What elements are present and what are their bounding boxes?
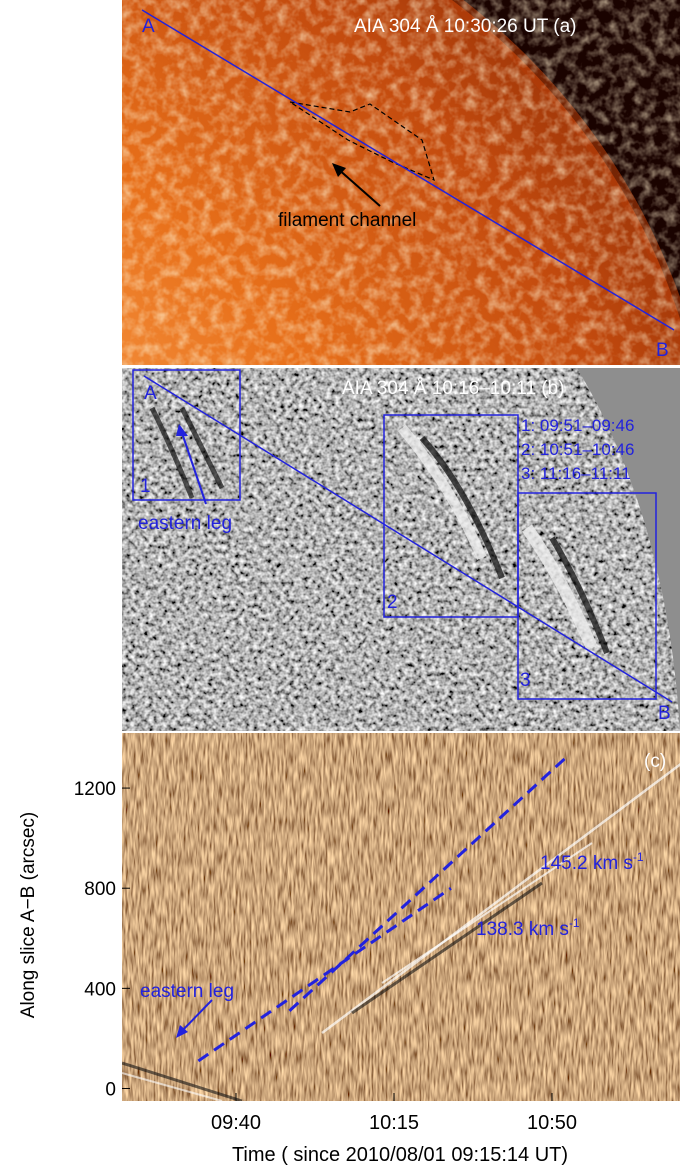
panel-a-title: AIA 304 Å 10:30:26 UT (a) (354, 16, 577, 37)
panel-a-svg: filament channel A B AIA 304 Å 10:30:26 … (122, 0, 680, 365)
fit-line-2 (197, 886, 452, 1063)
point-b-label: B (656, 340, 669, 361)
fit-line-1 (288, 756, 567, 1012)
td-eastern-leg-arrow-head (176, 1025, 188, 1038)
difference-texture (122, 368, 680, 731)
legend-line-2: 2: 10:51–10:46 (521, 440, 634, 459)
td-eastern-leg-arrow-shaft (179, 999, 213, 1034)
filament-channel-label: filament channel (278, 210, 416, 231)
box-1-label: 1 (140, 476, 151, 497)
slice-a-b-line-b (143, 375, 673, 703)
y-axis-label: Along slice A−B (arcsec) (18, 812, 39, 1018)
panel-c-label: (c) (644, 751, 666, 772)
filament-arrow-head (332, 163, 346, 177)
x-tick-label: 10:15 (369, 1112, 419, 1134)
eastern-leg-arrow-shaft (181, 432, 207, 505)
texture-overlay (122, 0, 680, 365)
x-tick-label: 10:50 (527, 1112, 577, 1134)
speed-1-superscript: -1 (633, 850, 644, 864)
speed-2-label: 138.3 km s-1 (476, 916, 580, 940)
td-fit-lines (197, 756, 567, 1063)
eastern-leg-label: eastern leg (138, 513, 232, 534)
legend-line-3: 3: 11:16–11:11 (521, 464, 631, 483)
point-a-label-b: A (144, 383, 157, 404)
slice-a-b-line (141, 9, 675, 331)
y-tick-label: 1200 (74, 779, 116, 800)
panel-b-svg: eastern leg 1 2 3 A B AIA 304 Å 10:16–10… (122, 368, 680, 731)
legend-line-1: 1: 09:51–09:46 (521, 416, 634, 435)
panel-c-time-distance-plot: eastern leg (c) 145.2 km s-1 138.3 km s-… (122, 733, 680, 1101)
box-3 (517, 492, 657, 700)
panel-b-title: AIA 304 Å 10:16–10:11 (b) (342, 378, 565, 399)
filament-channel-contour (289, 101, 435, 182)
speed-2-text: 138.3 km s (476, 919, 569, 940)
panel-a-aia304-image: filament channel A B AIA 304 Å 10:30:26 … (122, 0, 680, 365)
panel-b-difference-image: eastern leg 1 2 3 A B AIA 304 Å 10:16–10… (122, 368, 680, 731)
loop-features (149, 406, 610, 655)
box-1 (132, 369, 241, 501)
y-tick-label: 400 (84, 979, 116, 1000)
point-a-label: A (142, 16, 155, 37)
speed-2-superscript: -1 (569, 916, 580, 930)
td-streaks (122, 762, 680, 1101)
box-2-label: 2 (387, 592, 398, 613)
y-tick-label: 800 (84, 879, 116, 900)
speed-1-label: 145.2 km s-1 (540, 850, 644, 874)
speed-1-text: 145.2 km s (540, 853, 633, 874)
eastern-leg-arrow-head (176, 424, 188, 436)
x-axis-label: Time ( since 2010/08/01 09:15:14 UT) (232, 1144, 568, 1166)
x-tick-label: 09:40 (211, 1112, 261, 1134)
point-b-label-b: B (658, 703, 671, 724)
filament-arrow-shaft (336, 167, 381, 207)
td-eastern-leg-label: eastern leg (140, 981, 234, 1002)
panel-c-svg: eastern leg (c) 145.2 km s-1 138.3 km s-… (122, 733, 680, 1101)
y-tick-label: 0 (105, 1079, 116, 1100)
td-texture (122, 733, 680, 1101)
box-3-label: 3 (520, 670, 531, 691)
